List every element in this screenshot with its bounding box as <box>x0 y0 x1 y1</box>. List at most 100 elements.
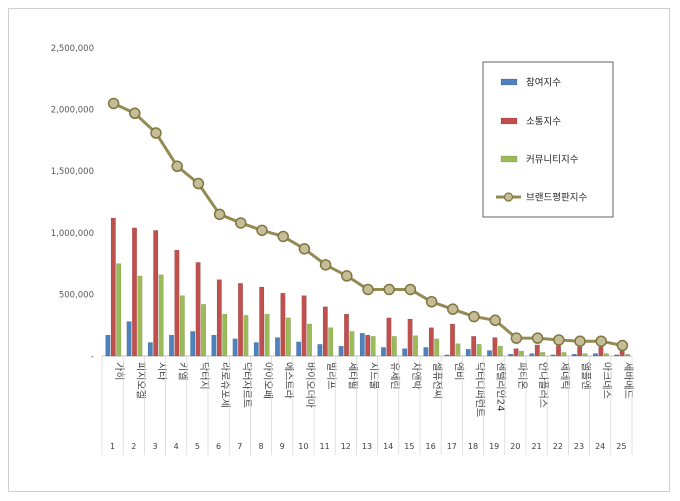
bar-2 <box>556 345 561 357</box>
bar-1 <box>253 342 259 357</box>
bar-3 <box>264 313 270 357</box>
bar-2 <box>492 337 498 357</box>
x-tick-label: 닥터디퍼런트 <box>474 362 486 417</box>
bar-1 <box>444 354 450 357</box>
bar-1 <box>275 337 280 357</box>
bar-3 <box>349 331 355 357</box>
y-tick-label: 1,500,000 <box>51 167 94 177</box>
legend-label: 브랜드평판지수 <box>526 193 587 204</box>
rank-label: 15 <box>404 442 414 451</box>
y-tick-label: 2,000,000 <box>51 106 94 116</box>
x-tick-label: 세바메드 <box>622 362 634 399</box>
bar-2 <box>513 348 519 357</box>
chart-frame <box>8 8 670 492</box>
bar-2 <box>386 317 392 357</box>
bar-1 <box>423 347 429 357</box>
rank-label: 13 <box>362 442 372 451</box>
bar-1 <box>529 353 535 357</box>
rank-label: 1 <box>110 442 115 451</box>
line-point <box>531 332 544 344</box>
x-tick-label: 앨플엔 <box>580 362 593 390</box>
bar-2 <box>407 318 413 357</box>
rank-label: 22 <box>553 442 563 451</box>
bar-3 <box>603 353 609 357</box>
bar-1 <box>359 333 365 357</box>
bar-2 <box>450 323 455 357</box>
x-tick-label: 유세린 <box>389 362 401 390</box>
line-point <box>319 259 332 271</box>
rank-label: 23 <box>574 442 584 451</box>
legend-swatch-marker <box>503 192 514 202</box>
bar-1 <box>614 354 620 357</box>
rank-label: 17 <box>447 442 457 451</box>
line-point <box>468 310 480 323</box>
bar-3 <box>116 263 122 357</box>
bar-2 <box>471 336 477 357</box>
legend-swatch <box>500 117 518 125</box>
x-tick-label: 제네틱 <box>558 362 570 390</box>
line-point <box>150 127 162 139</box>
bar-1 <box>381 347 386 357</box>
bar-3 <box>391 336 397 357</box>
bar-3 <box>307 323 312 357</box>
line-point <box>107 97 120 110</box>
x-tick-label: 바이오더마 <box>304 362 316 408</box>
x-tick-label: 빌리프 <box>325 362 337 390</box>
bar-1 <box>169 334 174 357</box>
rank-label: 21 <box>532 442 542 451</box>
bar-1 <box>126 321 132 357</box>
bar-3 <box>201 304 206 357</box>
bar-2 <box>238 283 243 357</box>
rank-label: 12 <box>341 442 351 451</box>
legend-box <box>482 61 614 218</box>
bar-1 <box>211 334 217 357</box>
rank-label: 24 <box>595 442 605 451</box>
bar-2 <box>534 344 540 357</box>
x-tick-label: 엔비 <box>452 362 464 380</box>
rank-label: 5 <box>195 442 200 451</box>
x-tick-label: 안나플러스 <box>537 362 549 408</box>
line-point <box>510 332 523 344</box>
rank-label: 6 <box>216 442 221 451</box>
line-point <box>616 339 629 352</box>
line-point <box>595 335 607 347</box>
x-tick-label: 닥터자르트 <box>240 362 252 408</box>
bar-3 <box>625 354 630 357</box>
bar-1 <box>550 354 556 357</box>
legend-label: 참여지수 <box>526 77 561 89</box>
bar-1 <box>465 349 471 357</box>
x-tick-label: 아크네스 <box>601 362 613 399</box>
bar-2 <box>216 279 222 357</box>
bar-3 <box>476 344 482 357</box>
y-tick-label: 500,000 <box>59 290 94 300</box>
bar-2 <box>259 286 265 357</box>
rank-label: 2 <box>131 442 136 451</box>
rank-label: 25 <box>616 442 626 451</box>
rank-label: 8 <box>258 442 263 451</box>
bar-3 <box>158 274 164 357</box>
bar-2 <box>195 262 201 357</box>
line-point <box>553 334 565 346</box>
line-point <box>171 160 183 173</box>
rank-label: 16 <box>426 442 436 451</box>
x-tick-label: 아이오페 <box>262 362 274 399</box>
rank-label: 11 <box>320 442 330 451</box>
bars <box>105 217 630 357</box>
bar-3 <box>370 336 376 357</box>
line-point <box>574 335 586 347</box>
rank-label: 4 <box>174 442 179 451</box>
rank-label: 10 <box>298 442 308 451</box>
rank-label: 19 <box>489 442 499 451</box>
bar-3 <box>434 338 440 357</box>
line-point <box>256 224 268 237</box>
x-tick-label: 파티온 <box>516 362 528 390</box>
bar-1 <box>317 344 323 357</box>
bar-3 <box>179 295 185 357</box>
legend-swatch <box>500 155 518 163</box>
bar-1 <box>402 348 408 357</box>
rank-label: 18 <box>468 442 478 451</box>
y-tick-label: 2,500,000 <box>51 44 94 54</box>
line-point <box>425 296 438 308</box>
rank-label: 9 <box>280 442 285 451</box>
x-tick-label: 차앤박 <box>410 362 422 390</box>
